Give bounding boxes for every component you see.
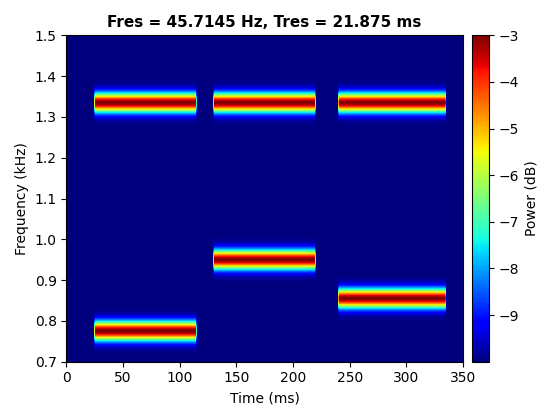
Y-axis label: Power (dB): Power (dB) xyxy=(525,161,539,236)
X-axis label: Time (ms): Time (ms) xyxy=(230,391,300,405)
Title: Fres = 45.7145 Hz, Tres = 21.875 ms: Fres = 45.7145 Hz, Tres = 21.875 ms xyxy=(108,15,422,30)
Y-axis label: Frequency (kHz): Frequency (kHz) xyxy=(15,142,29,255)
